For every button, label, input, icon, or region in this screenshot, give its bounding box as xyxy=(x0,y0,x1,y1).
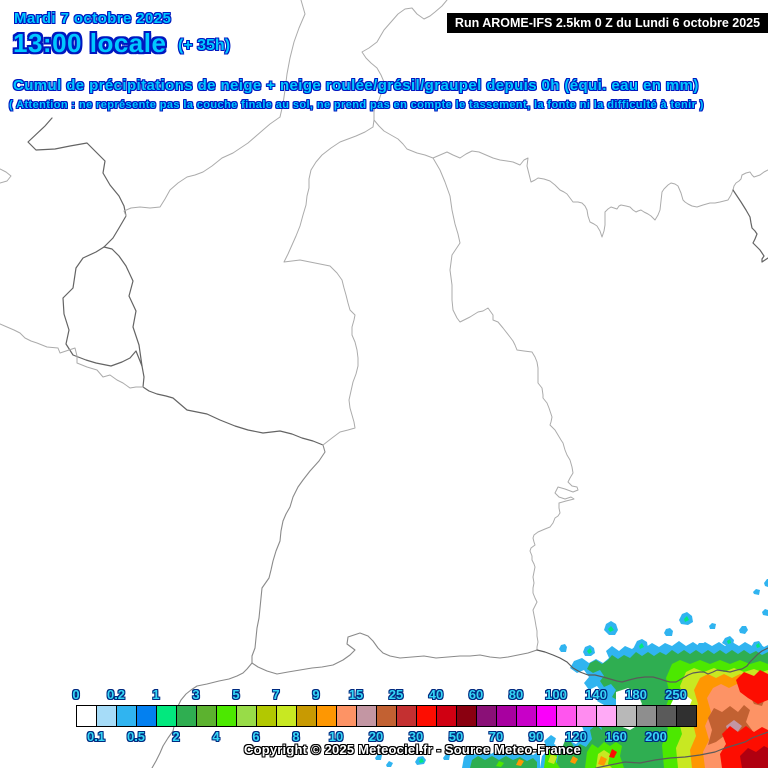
scale-cell xyxy=(336,705,357,727)
border-belgium-germany xyxy=(27,117,127,248)
scale-tick-label: 0.2 xyxy=(106,687,126,702)
precip-blob xyxy=(740,746,768,768)
border-fragment-left xyxy=(0,168,12,184)
scale-tick-label: 7 xyxy=(272,687,280,702)
map-warning: ( Attention : ne représente pas la couch… xyxy=(9,99,704,111)
scale-tick-label: 180 xyxy=(625,687,647,702)
scale-cell xyxy=(456,705,477,727)
scale-tick-label: 25 xyxy=(388,687,404,702)
border-france-germany-rhine xyxy=(251,444,326,664)
scale-tick-label: 3 xyxy=(192,687,200,702)
scale-tick-label: 4 xyxy=(212,729,220,744)
scale-cell xyxy=(136,705,157,727)
precip-blob xyxy=(570,756,578,764)
scale-tick-label: 20 xyxy=(368,729,384,744)
scale-cell xyxy=(676,705,697,727)
border-france-switzerland-jura xyxy=(151,662,253,768)
scale-tick-label: 40 xyxy=(428,687,444,702)
precip-blob xyxy=(548,754,557,764)
scale-tick-label: 160 xyxy=(605,729,627,744)
precip-blob xyxy=(609,749,617,758)
river-rhine xyxy=(283,0,448,446)
scale-tick-label: 90 xyxy=(528,729,544,744)
scale-cell xyxy=(196,705,217,727)
scale-cell xyxy=(256,705,277,727)
scale-tick-label: 140 xyxy=(585,687,607,702)
scale-cell xyxy=(356,705,377,727)
scale-tick-label: 0.5 xyxy=(126,729,146,744)
scale-tick-label: 30 xyxy=(408,729,424,744)
scale-cell xyxy=(416,705,437,727)
border-luxembourg-east xyxy=(103,246,143,367)
scale-cell xyxy=(616,705,637,727)
precip-blob xyxy=(598,756,607,766)
border-netherlands-germany xyxy=(279,0,306,118)
border-czech-corner xyxy=(732,189,768,263)
precip-blob xyxy=(736,670,768,704)
map-title: Cumul de précipitations de neige + neige… xyxy=(13,77,699,94)
date-label: Mardi 7 octobre 2025 xyxy=(14,10,172,27)
scale-tick-label: 0 xyxy=(72,687,80,702)
copyright-label: Copyright © 2025 Meteociel.fr - Source M… xyxy=(244,742,581,757)
border-belgium-france xyxy=(0,323,144,389)
scale-cell xyxy=(236,705,257,727)
scale-cell xyxy=(96,705,117,727)
scale-cell xyxy=(216,705,237,727)
border-alps-south xyxy=(595,731,768,768)
scale-cell xyxy=(656,705,677,727)
forecast-offset-label: (+ 35h) xyxy=(178,37,231,54)
scale-tick-label: 100 xyxy=(545,687,567,702)
scale-cell xyxy=(436,705,457,727)
scale-cell xyxy=(536,705,557,727)
scale-cell xyxy=(596,705,617,727)
scale-cell xyxy=(396,705,417,727)
border-switzerland-north xyxy=(251,632,538,675)
scale-cell xyxy=(576,705,597,727)
scale-tick-label: 15 xyxy=(348,687,364,702)
scale-cell xyxy=(376,705,397,727)
scale-cell xyxy=(76,705,97,727)
scale-tick-label: 250 xyxy=(665,687,687,702)
border-luxembourg-west xyxy=(62,246,143,367)
precip-bottom-dots xyxy=(375,750,540,768)
border-top-right-long xyxy=(373,119,768,238)
scale-tick-label: 10 xyxy=(328,729,344,744)
scale-cell xyxy=(296,705,317,727)
precip-dots xyxy=(559,579,768,656)
scale-tick-label: 60 xyxy=(468,687,484,702)
scale-cell xyxy=(156,705,177,727)
scale-cell xyxy=(316,705,337,727)
scale-tick-label: 1 xyxy=(152,687,160,702)
scale-cell xyxy=(556,705,577,727)
scale-cell xyxy=(636,705,657,727)
scale-tick-label: 0.1 xyxy=(86,729,106,744)
border-netherlands-south xyxy=(123,116,281,217)
scale-tick-label: 200 xyxy=(645,729,667,744)
time-label: 13:00 locale xyxy=(13,28,167,58)
scale-cell xyxy=(496,705,517,727)
scale-tick-label: 80 xyxy=(508,687,524,702)
scale-cell xyxy=(176,705,197,727)
scale-cell xyxy=(476,705,497,727)
scale-tick-label: 8 xyxy=(292,729,300,744)
scale-tick-label: 9 xyxy=(312,687,320,702)
scale-tick-label: 5 xyxy=(232,687,240,702)
color-scale-cells xyxy=(76,705,697,727)
scale-tick-label: 6 xyxy=(252,729,260,744)
scale-cell xyxy=(276,705,297,727)
scale-cell xyxy=(516,705,537,727)
scale-cell xyxy=(116,705,137,727)
scale-tick-label: 70 xyxy=(488,729,504,744)
model-run-box: Run AROME-IFS 2.5km 0 Z du Lundi 6 octob… xyxy=(447,13,768,33)
precip-blobs xyxy=(375,579,768,768)
scale-tick-label: 120 xyxy=(565,729,587,744)
border-bavaria-meander xyxy=(432,157,579,651)
scale-tick-label: 50 xyxy=(448,729,464,744)
border-france-germany-saar xyxy=(141,365,324,446)
scale-tick-label: 2 xyxy=(172,729,180,744)
border-austria-alps xyxy=(536,647,768,683)
